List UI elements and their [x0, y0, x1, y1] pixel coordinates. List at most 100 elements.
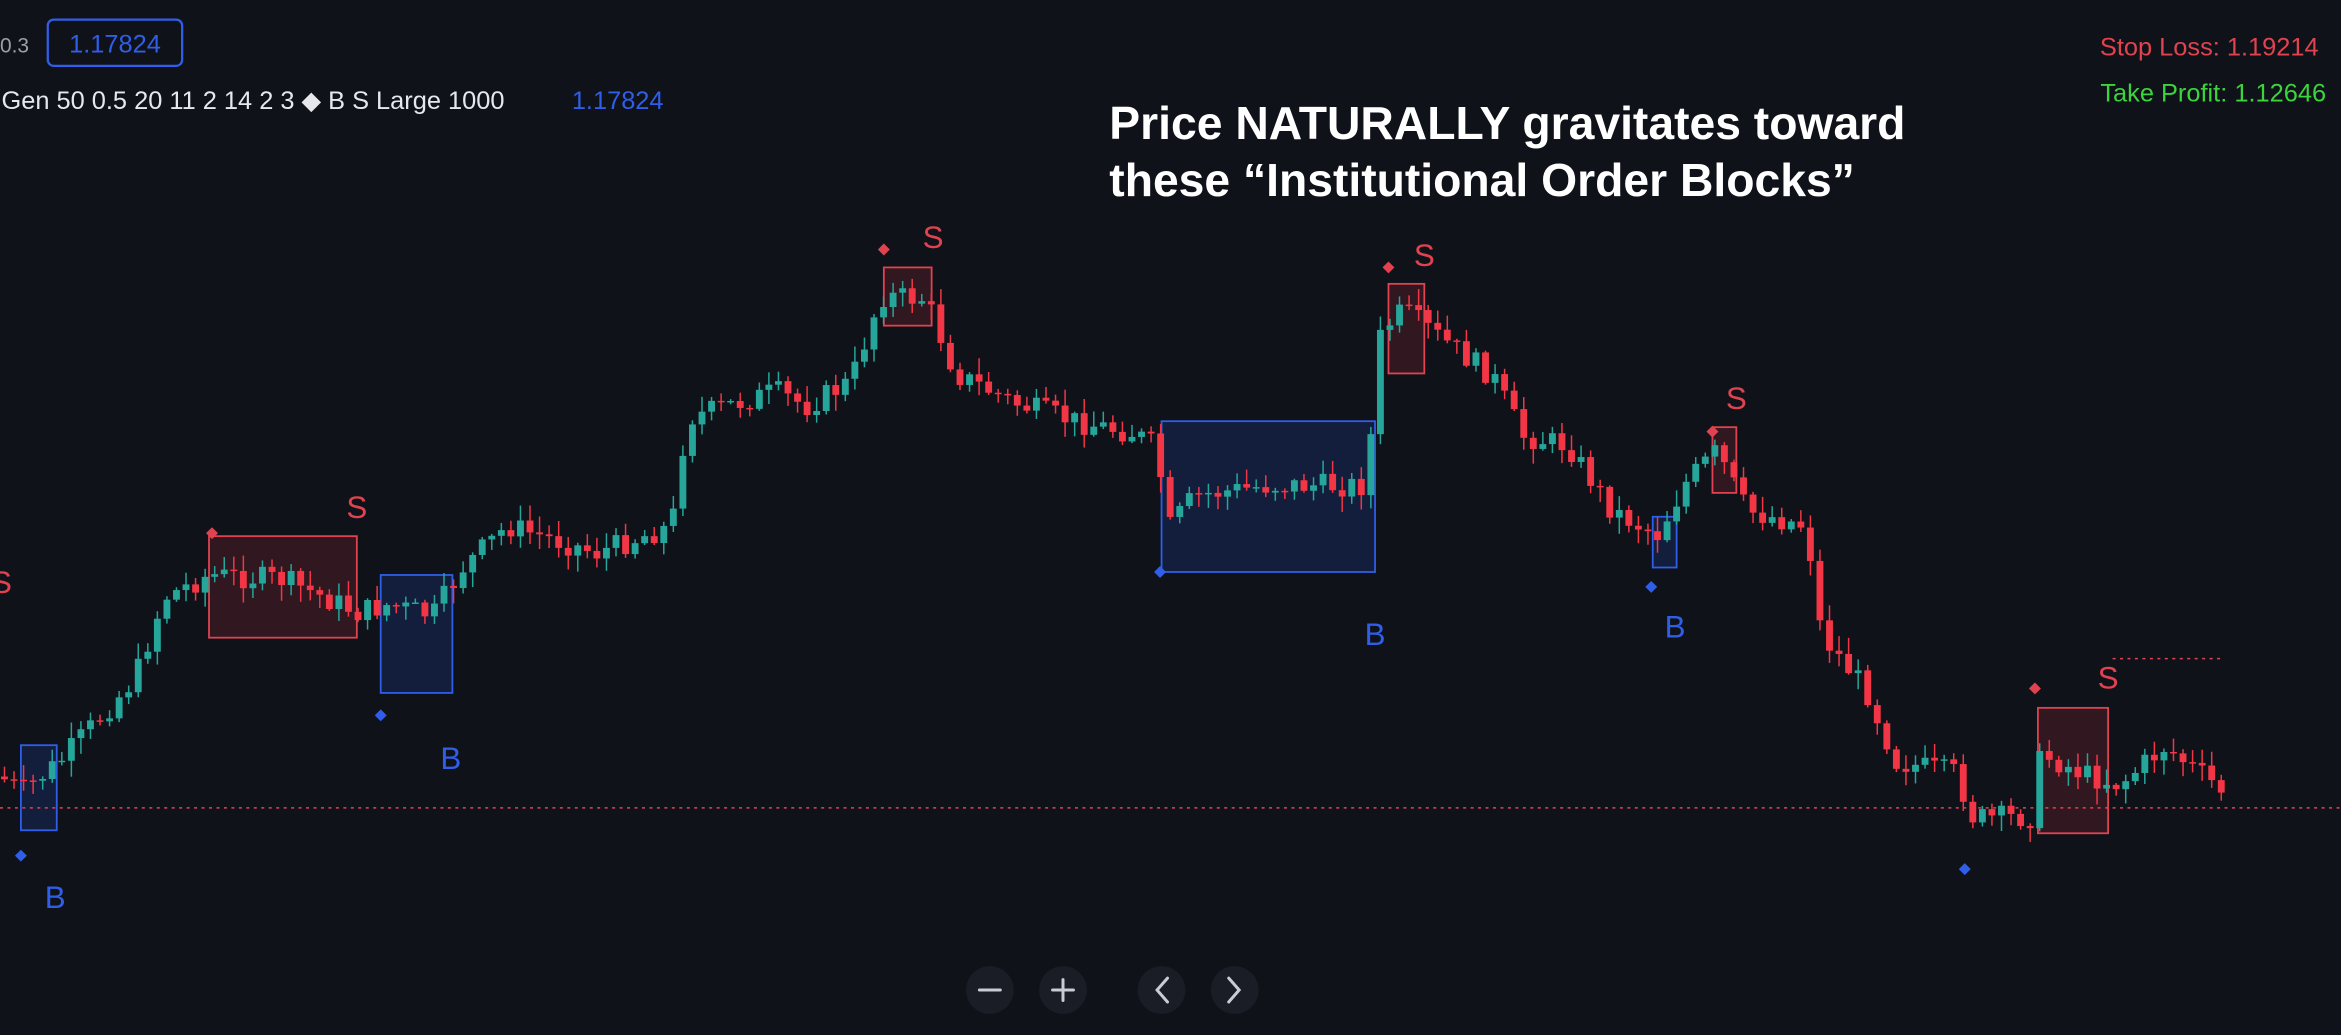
candle-body [899, 288, 907, 293]
candle-body [755, 389, 763, 409]
candle-body [1711, 445, 1719, 457]
candle-body [1931, 757, 1939, 761]
candle-body [1090, 426, 1098, 435]
candle-body [1214, 492, 1222, 497]
candle-body [345, 595, 352, 612]
candle-body [1052, 400, 1059, 406]
candle-body [1768, 517, 1776, 523]
candle-body [1644, 529, 1652, 532]
candle-body [1329, 473, 1337, 491]
candle-body [2208, 765, 2216, 781]
candle-body [1577, 457, 1585, 462]
candle-body [1892, 749, 1900, 769]
candle-body [10, 779, 18, 781]
candle-body [832, 385, 840, 395]
candle-body [1233, 484, 1241, 491]
candle-body [2074, 766, 2082, 778]
candle-body [622, 535, 629, 555]
candle-body [794, 393, 801, 402]
candle-body [1529, 437, 1537, 449]
sell-marker [877, 243, 890, 256]
candle-body [603, 547, 610, 559]
candle-body [39, 778, 47, 781]
scroll-left-button[interactable] [1137, 966, 1186, 1014]
candle-body [717, 400, 725, 403]
candle-body [1195, 493, 1203, 495]
candle-body [2170, 751, 2177, 754]
sell-label: S [2098, 660, 2119, 695]
candle-body [1701, 456, 1709, 464]
candle-body [1730, 462, 1738, 478]
candle-body [153, 618, 161, 652]
candle-body [612, 535, 620, 548]
candle-body [1138, 431, 1145, 437]
candle-body [29, 780, 37, 782]
candle-body [1596, 485, 1604, 488]
candle-body [1797, 521, 1805, 528]
sell-label: S [1726, 381, 1747, 416]
candle-body [1864, 670, 1872, 706]
candle-body [880, 306, 887, 318]
candle-body [669, 508, 677, 526]
scroll-right-button[interactable] [1210, 966, 1259, 1014]
candle-body [1625, 510, 1633, 526]
candle-body [1988, 809, 1996, 816]
candle-body [2198, 762, 2206, 766]
candle-body [201, 576, 209, 593]
candle-body [2150, 754, 2158, 761]
candle-body [660, 525, 668, 544]
candle-body [2064, 766, 2072, 773]
candle-body [2141, 754, 2149, 773]
indicator-settings: Gen 50 0.5 20 11 2 14 2 3 ◆ B S Large 10… [1, 87, 504, 115]
candle-body [1434, 322, 1442, 330]
candle-body [2036, 750, 2044, 829]
candle-body [641, 536, 649, 544]
candle-body [2122, 781, 2130, 790]
candle-body [1042, 397, 1050, 401]
candle-body [2189, 762, 2197, 764]
candle-body [1080, 413, 1088, 435]
candle-body [1224, 490, 1231, 497]
candle-body [985, 381, 993, 393]
candle-body [775, 381, 782, 385]
candle-body [689, 424, 696, 456]
candle-body [574, 545, 582, 556]
candle-body [1816, 560, 1824, 621]
candle-body [1663, 521, 1671, 541]
candle-body [698, 411, 706, 425]
candle-body [125, 692, 133, 698]
candle-body [1357, 478, 1365, 496]
candle-body [927, 301, 935, 305]
candle-body [2055, 759, 2063, 773]
candle-body [870, 317, 878, 350]
candle-body [48, 761, 56, 779]
right-icon [1227, 976, 1242, 1004]
candle-body [1749, 494, 1757, 513]
candle-body [1740, 477, 1747, 495]
indicator-value: 1.17824 [572, 87, 664, 115]
sell-label: S [0, 565, 12, 600]
left-icon [1155, 976, 1170, 1004]
candle-body [1443, 329, 1451, 341]
candle-body [306, 585, 314, 591]
candle-body [1118, 431, 1126, 442]
candle-body [1424, 310, 1432, 323]
candle-body [1023, 405, 1031, 411]
buy-label: B [1365, 617, 1386, 652]
candle-body [908, 288, 916, 304]
buy-block [1651, 515, 1678, 569]
candle-body [1845, 653, 1853, 674]
candle-body [1415, 305, 1423, 311]
candle-body [2084, 765, 2091, 778]
candle-body [478, 539, 486, 555]
candle-body [1682, 481, 1690, 507]
candle-body [1606, 486, 1614, 518]
candle-body [536, 532, 543, 535]
candle-body [1300, 480, 1308, 491]
buy-label: B [45, 880, 66, 915]
candle-body [316, 590, 324, 595]
candle-body [1568, 450, 1575, 462]
take-profit: Take Profit: 1.12646 [2100, 80, 2326, 108]
candle-body [956, 369, 964, 385]
candle-body [2179, 753, 2187, 763]
